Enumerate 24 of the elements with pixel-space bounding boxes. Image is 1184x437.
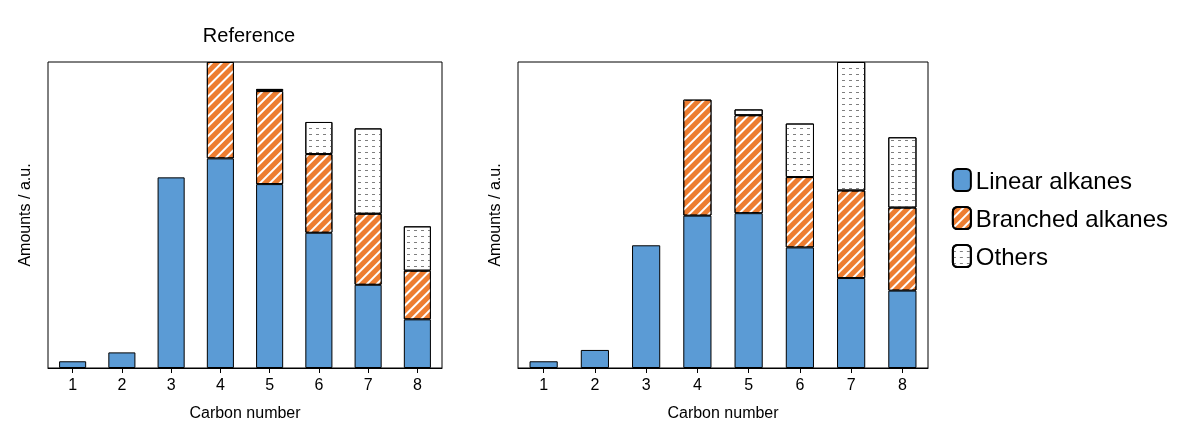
legend-label: Branched alkanes — [975, 204, 1169, 232]
x-tick-label: 2 — [590, 375, 600, 393]
x-tick-label: 8 — [897, 375, 907, 393]
x-tick-label: 3 — [166, 375, 176, 393]
x-axis-title: Carbon number — [667, 403, 780, 421]
x-tick-label: 7 — [846, 375, 856, 393]
y-axis-title: Amounts / a.u. — [15, 163, 33, 267]
x-tick-label: 7 — [363, 375, 373, 393]
chart-title: Reference — [202, 24, 296, 46]
x-tick-label: 3 — [641, 375, 651, 393]
x-tick-label: 1 — [68, 375, 78, 393]
x-axis-title: Carbon number — [189, 403, 302, 421]
x-tick-label: 4 — [692, 375, 702, 393]
x-tick-label: 6 — [314, 375, 324, 393]
x-tick-label: 8 — [412, 375, 422, 393]
x-tick-label: 4 — [215, 375, 225, 393]
x-tick-label: 1 — [539, 375, 549, 393]
x-tick-label: 6 — [795, 375, 805, 393]
x-tick-label: 5 — [744, 375, 754, 393]
legend-label: Linear alkanes — [975, 166, 1132, 194]
legend-label: Others — [975, 242, 1048, 270]
x-tick-label: 5 — [265, 375, 275, 393]
x-tick-label: 2 — [117, 375, 127, 393]
y-axis-title: Amounts / a.u. — [485, 163, 503, 267]
